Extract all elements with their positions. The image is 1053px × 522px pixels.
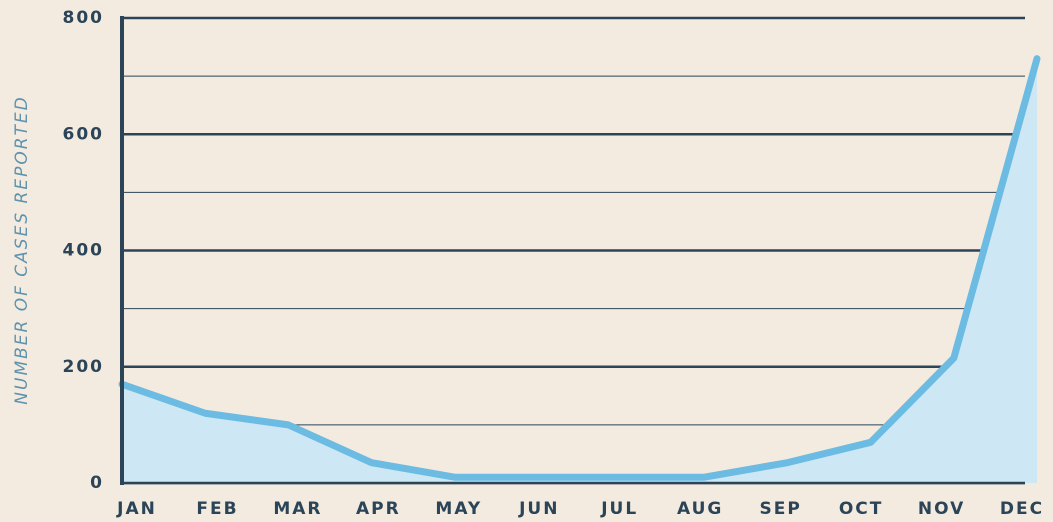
area bbox=[122, 58, 1037, 483]
y-axis-label: NUMBER OF CASES REPORTED bbox=[12, 95, 32, 404]
y-tick-label: 800 bbox=[63, 8, 105, 28]
y-tick-label: 200 bbox=[63, 357, 105, 377]
x-tick-label: FEB bbox=[196, 499, 238, 519]
x-tick-label: APR bbox=[356, 499, 401, 519]
y-tick-label: 600 bbox=[63, 124, 105, 144]
y-tick-label: 400 bbox=[63, 241, 105, 261]
x-tick-label: SEP bbox=[759, 499, 801, 519]
y-tick-label: 0 bbox=[90, 473, 104, 493]
x-tick-label: MAR bbox=[273, 499, 322, 519]
x-tick-label: DEC bbox=[1000, 499, 1044, 519]
x-tick-label: AUG bbox=[677, 499, 723, 519]
x-tick-label: JUN bbox=[518, 499, 559, 519]
x-tick-label: JAN bbox=[116, 499, 157, 519]
x-tick-label: OCT bbox=[839, 499, 884, 519]
x-tick-label: NOV bbox=[918, 499, 965, 519]
x-tick-label: JUL bbox=[600, 499, 638, 519]
line bbox=[118, 55, 1041, 481]
x-tick-label: MAY bbox=[435, 499, 482, 519]
